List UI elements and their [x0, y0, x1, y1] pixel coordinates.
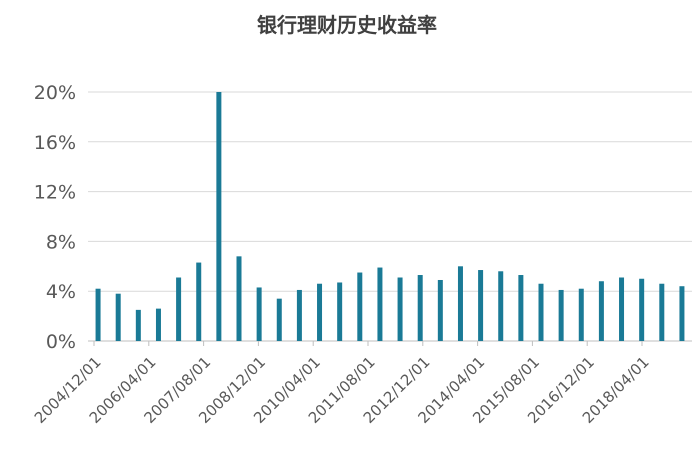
- y-axis-ticks: 0% 4% 8% 12% 16% 20%: [34, 82, 76, 353]
- bar: [176, 277, 182, 341]
- bar: [578, 288, 584, 341]
- bar: [397, 277, 403, 341]
- bar: [457, 266, 463, 341]
- bar: [417, 275, 423, 341]
- grid: [88, 91, 692, 342]
- bar: [276, 298, 282, 341]
- bar: [639, 278, 645, 341]
- bar: [95, 288, 101, 341]
- x-axis-ticks: 2004/12/012006/04/012007/08/012008/12/01…: [31, 341, 653, 427]
- bar: [598, 281, 604, 341]
- bar: [619, 277, 625, 341]
- y-tick-label: 16%: [34, 132, 76, 154]
- y-tick-label: 20%: [34, 82, 76, 104]
- bar: [317, 283, 323, 341]
- bar: [216, 92, 222, 341]
- bar: [337, 282, 343, 341]
- bar: [558, 289, 564, 341]
- bar: [196, 262, 202, 341]
- bars: [95, 92, 685, 341]
- y-tick-label: 0%: [46, 331, 76, 353]
- bar: [498, 271, 504, 341]
- bar: [679, 286, 685, 341]
- bar: [437, 279, 443, 341]
- bar: [357, 272, 363, 341]
- bar: [518, 275, 524, 341]
- bar: [155, 308, 161, 341]
- bar: [115, 293, 121, 341]
- bar: [236, 256, 242, 341]
- bar: [296, 289, 302, 341]
- bar: [377, 267, 383, 341]
- bar: [538, 283, 544, 341]
- bar: [478, 270, 484, 341]
- y-tick-label: 12%: [34, 182, 76, 204]
- y-tick-label: 4%: [46, 281, 76, 303]
- bar: [256, 287, 262, 341]
- bar: [659, 283, 665, 341]
- y-tick-label: 8%: [46, 231, 76, 253]
- chart-title: 银行理财历史收益率: [257, 13, 437, 37]
- bar: [135, 309, 141, 341]
